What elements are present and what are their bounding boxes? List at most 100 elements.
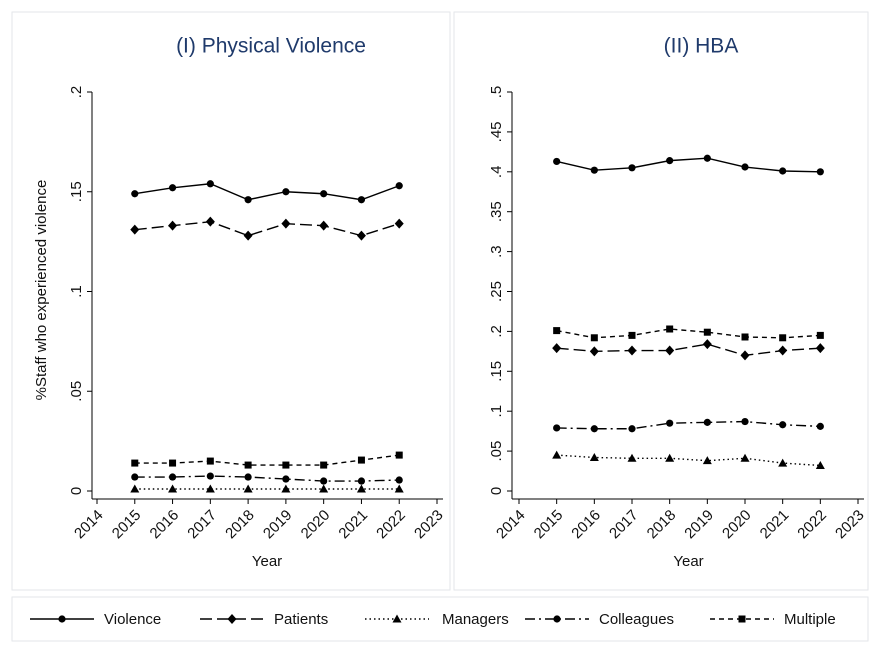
y-tick-label: .1 (68, 285, 85, 298)
y-tick-label: .25 (488, 281, 505, 302)
series-line (134, 475, 400, 482)
marker (168, 473, 177, 481)
y-tick-label: .15 (488, 361, 505, 382)
y-tick-label: .3 (488, 245, 505, 258)
marker (816, 422, 824, 430)
marker (779, 421, 787, 429)
marker (357, 196, 366, 204)
marker (627, 345, 637, 356)
panel-frame (453, 11, 869, 591)
legend-label: Patients (274, 611, 328, 628)
marker (702, 456, 712, 465)
legend-label: Managers (442, 611, 509, 628)
marker (205, 216, 215, 227)
chart-title: (I) Physical Violence (176, 35, 366, 58)
marker (395, 182, 403, 190)
legend-label: Violence (104, 611, 161, 628)
y-tick-label: 0 (488, 487, 505, 495)
series-line (134, 220, 400, 237)
series-line (556, 157, 821, 173)
marker (590, 425, 598, 433)
series-line (134, 183, 400, 201)
marker (395, 476, 403, 484)
marker (130, 484, 140, 493)
marker (666, 157, 674, 165)
marker (552, 450, 562, 459)
marker (740, 453, 750, 462)
legend-label: Colleagues (599, 611, 674, 628)
marker (244, 196, 252, 204)
marker (552, 343, 562, 354)
y-tick-label: .15 (68, 181, 85, 202)
marker (205, 484, 215, 493)
marker (243, 230, 253, 241)
marker (703, 418, 711, 426)
panel-frame (11, 11, 451, 591)
marker (703, 154, 711, 162)
marker (394, 218, 404, 229)
marker (320, 190, 328, 198)
marker (779, 167, 787, 175)
x-axis-title: Year (252, 553, 282, 570)
marker (816, 168, 824, 176)
y-tick-label: 0 (68, 487, 85, 495)
marker (394, 484, 404, 493)
marker (666, 325, 674, 333)
marker (282, 475, 290, 483)
marker (131, 459, 139, 467)
marker (243, 484, 253, 493)
marker (665, 453, 675, 462)
marker (778, 345, 788, 356)
marker (282, 461, 290, 469)
marker (206, 472, 214, 480)
marker (702, 339, 712, 350)
marker (778, 458, 788, 467)
legend-marker (58, 615, 66, 623)
legend-marker (738, 615, 746, 623)
marker (815, 343, 825, 354)
marker (665, 345, 675, 356)
marker (553, 327, 561, 335)
marker (168, 184, 177, 192)
marker (553, 424, 561, 432)
marker (168, 220, 178, 231)
marker (741, 333, 749, 341)
marker (741, 417, 749, 426)
y-tick-label: .4 (488, 166, 505, 179)
marker (244, 473, 252, 481)
marker (627, 453, 637, 462)
marker (628, 331, 636, 339)
marker (553, 157, 561, 166)
marker (320, 477, 328, 485)
marker (356, 230, 366, 241)
marker (282, 188, 290, 196)
marker (320, 461, 328, 469)
y-tick-label: .35 (488, 201, 505, 222)
marker (206, 457, 214, 465)
legend-marker (553, 615, 561, 623)
series-line (556, 343, 821, 357)
y-tick-label: .1 (488, 405, 505, 418)
series-line (556, 420, 821, 430)
marker (589, 452, 599, 461)
marker (590, 166, 598, 174)
legend-label: Multiple (784, 611, 836, 628)
marker (244, 461, 252, 469)
y-axis-title: %Staff who experienced violence (33, 180, 50, 401)
marker (816, 331, 824, 339)
x-axis-title: Year (673, 553, 703, 570)
marker (131, 190, 139, 198)
marker (168, 484, 178, 493)
legend-marker (392, 614, 402, 623)
marker (319, 220, 329, 231)
series-line (556, 454, 821, 467)
marker (395, 451, 403, 459)
marker (589, 346, 599, 357)
marker (703, 328, 711, 336)
marker (169, 459, 177, 467)
y-tick-label: .5 (488, 86, 505, 99)
marker (779, 334, 787, 342)
marker (628, 425, 636, 433)
marker (666, 419, 674, 427)
